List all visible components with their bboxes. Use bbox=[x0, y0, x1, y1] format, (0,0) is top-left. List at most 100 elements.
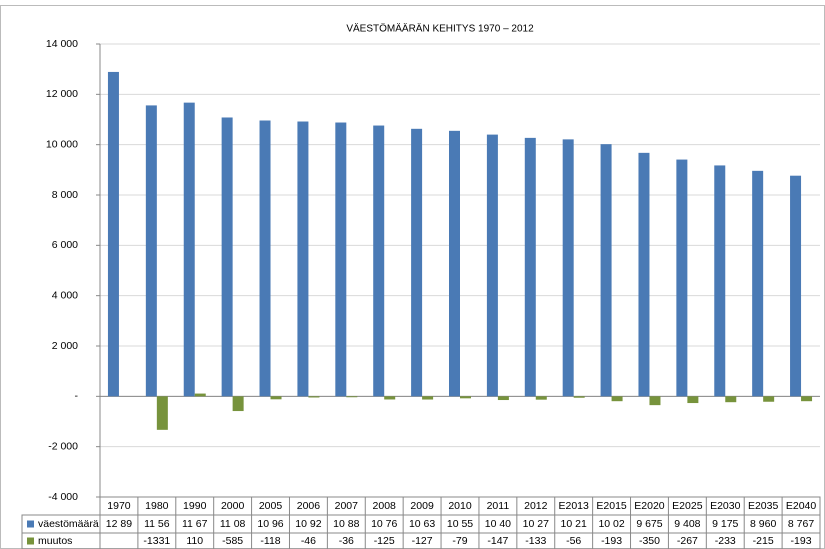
bar bbox=[373, 125, 385, 397]
bar bbox=[676, 159, 688, 397]
legend-swatch bbox=[27, 537, 34, 545]
table-value: -350 bbox=[639, 535, 660, 547]
table-value: 10 02 bbox=[598, 518, 624, 530]
table-value: 10 27 bbox=[523, 518, 549, 530]
bar bbox=[752, 170, 764, 397]
bar bbox=[801, 396, 813, 402]
bar bbox=[725, 396, 737, 403]
table-value: 10 96 bbox=[257, 518, 283, 530]
bar bbox=[763, 396, 775, 402]
legend-swatch bbox=[27, 520, 34, 528]
y-tick-label: 8 000 bbox=[52, 189, 78, 201]
table-value: -127 bbox=[412, 535, 433, 547]
table-value: 8 767 bbox=[788, 518, 814, 530]
x-tick-label: E2035 bbox=[748, 500, 779, 512]
bar bbox=[384, 396, 396, 400]
table-value: -36 bbox=[339, 535, 354, 547]
x-tick-label: 2005 bbox=[259, 500, 283, 512]
table-value: -133 bbox=[525, 535, 546, 547]
table-value: 11 56 bbox=[144, 518, 170, 530]
bar bbox=[335, 122, 347, 397]
table-value: 9 408 bbox=[674, 518, 700, 530]
x-tick-label: E2030 bbox=[710, 500, 741, 512]
bar bbox=[573, 396, 585, 398]
y-tick-label: 12 000 bbox=[46, 88, 78, 100]
bar bbox=[649, 396, 661, 406]
y-tick-label: 10 000 bbox=[46, 138, 78, 150]
table-value: -147 bbox=[487, 535, 508, 547]
x-tick-label: E2013 bbox=[558, 500, 589, 512]
x-tick-label: 2000 bbox=[221, 500, 245, 512]
bar bbox=[183, 102, 195, 397]
x-tick-label: 2007 bbox=[335, 500, 359, 512]
bar bbox=[687, 396, 699, 404]
bar bbox=[346, 396, 358, 398]
x-tick-label: 2008 bbox=[373, 500, 397, 512]
table-value: 10 55 bbox=[447, 518, 473, 530]
bar bbox=[422, 396, 434, 400]
x-tick-label: 2006 bbox=[297, 500, 321, 512]
y-tick-label: -4 000 bbox=[48, 491, 78, 503]
bar bbox=[297, 121, 309, 397]
table-value: -1331 bbox=[143, 535, 170, 547]
table-value: 10 40 bbox=[485, 518, 511, 530]
table-value: 8 960 bbox=[750, 518, 776, 530]
table-value: 10 76 bbox=[371, 518, 397, 530]
x-tick-label: E2015 bbox=[596, 500, 627, 512]
table-value: 110 bbox=[186, 535, 203, 547]
table-value: -46 bbox=[301, 535, 316, 547]
table-value: -118 bbox=[260, 535, 280, 547]
x-tick-label: 1980 bbox=[145, 500, 169, 512]
bar bbox=[790, 175, 802, 397]
bar bbox=[145, 105, 157, 397]
table-value: -125 bbox=[374, 535, 395, 547]
x-tick-label: 2009 bbox=[410, 500, 434, 512]
table-value: -79 bbox=[452, 535, 467, 547]
table-value: 10 88 bbox=[333, 518, 359, 530]
bar bbox=[449, 130, 460, 397]
table-value: 10 92 bbox=[295, 518, 321, 530]
legend-label: väestömäärä bbox=[38, 518, 99, 530]
bar bbox=[194, 393, 206, 397]
chart-title: VÄESTÖMÄÄRÄN KEHITYS 1970 – 2012 bbox=[346, 23, 534, 35]
bar bbox=[486, 134, 498, 397]
y-tick-label: 6 000 bbox=[52, 239, 78, 251]
bar bbox=[611, 396, 623, 402]
y-tick-label: 14 000 bbox=[46, 38, 78, 50]
table-value: 10 63 bbox=[409, 518, 435, 530]
bar bbox=[524, 137, 536, 397]
x-tick-label: 2011 bbox=[487, 500, 510, 512]
x-tick-label: 1990 bbox=[183, 500, 207, 512]
y-tick-label: 4 000 bbox=[52, 289, 78, 301]
x-tick-label: 1970 bbox=[107, 500, 131, 512]
table-value: 11 08 bbox=[220, 518, 246, 530]
table-value: -585 bbox=[222, 535, 243, 547]
bar bbox=[714, 165, 726, 397]
table-value: -267 bbox=[677, 535, 698, 547]
table-value: 11 67 bbox=[182, 518, 208, 530]
table-value: -193 bbox=[791, 535, 812, 547]
legend-label: muutos bbox=[38, 535, 72, 547]
table-value: -233 bbox=[715, 535, 736, 547]
bar bbox=[562, 139, 574, 397]
x-tick-label: 2012 bbox=[524, 500, 548, 512]
table-value: -56 bbox=[566, 535, 581, 547]
x-tick-label: E2020 bbox=[634, 500, 665, 512]
bar bbox=[270, 396, 282, 400]
bar bbox=[107, 71, 119, 397]
bar bbox=[460, 396, 471, 399]
table-value: -193 bbox=[601, 535, 622, 547]
table-value: 9 675 bbox=[636, 518, 662, 530]
y-tick-label: 2 000 bbox=[52, 340, 78, 352]
bar bbox=[411, 128, 423, 397]
table-value: -215 bbox=[753, 535, 774, 547]
table-value: 12 89 bbox=[106, 518, 132, 530]
bar bbox=[497, 396, 509, 401]
x-tick-label: E2025 bbox=[672, 500, 703, 512]
table-value: 9 175 bbox=[712, 518, 738, 530]
x-tick-label: 2010 bbox=[448, 500, 472, 512]
bar bbox=[221, 117, 233, 397]
bar bbox=[308, 396, 320, 398]
bar bbox=[259, 120, 271, 397]
